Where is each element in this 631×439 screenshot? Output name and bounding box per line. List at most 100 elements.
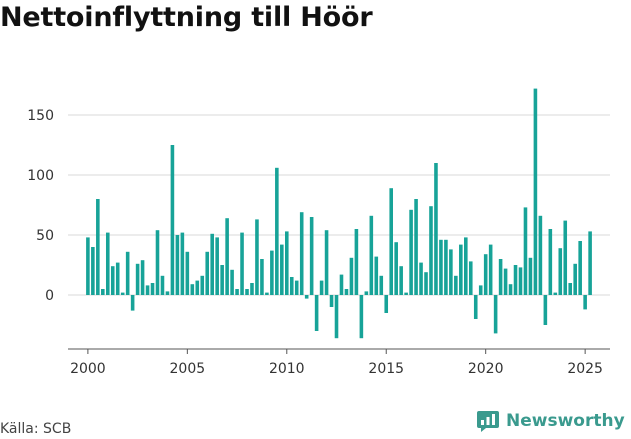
x-tick-label: 2005 (170, 361, 206, 377)
bar (493, 295, 498, 334)
bar (275, 167, 279, 295)
bar (195, 280, 200, 295)
bar (538, 215, 543, 295)
bar (478, 285, 483, 295)
bar (215, 237, 219, 295)
bar (245, 289, 249, 295)
bar (563, 220, 568, 295)
bar (270, 250, 274, 295)
bar (260, 259, 264, 295)
brand-logo[interactable]: Newsworthy (476, 409, 625, 433)
source-note: Källa: SCB (0, 421, 72, 437)
bar (454, 275, 458, 295)
bar (250, 283, 254, 295)
chart-title: Nettoinflyttning till Höör (0, 2, 373, 33)
brand-name: Newsworthy (506, 411, 625, 431)
x-tick-label: 2000 (70, 361, 106, 377)
bar (304, 295, 309, 299)
bar (414, 199, 418, 295)
bar (309, 217, 314, 295)
bar (518, 267, 523, 295)
bar (498, 259, 503, 295)
bar (225, 218, 229, 295)
bar (543, 295, 548, 325)
bar (110, 266, 115, 295)
bar (319, 280, 324, 295)
bar (130, 295, 135, 311)
bar (483, 254, 488, 295)
bar (553, 292, 558, 295)
bar (468, 261, 473, 295)
bar (160, 275, 165, 295)
bar (170, 145, 175, 295)
bar (588, 231, 592, 295)
bar (255, 219, 259, 295)
bar (533, 88, 538, 295)
bar (439, 239, 443, 295)
bar (379, 275, 384, 295)
y-tick-label: 50 (36, 228, 54, 244)
bar (573, 263, 577, 295)
bar (150, 283, 155, 295)
y-tick-labels: 0 50 100 150 (27, 108, 54, 304)
bar (558, 248, 563, 295)
bar (583, 295, 587, 310)
bar (513, 265, 518, 295)
bar (394, 242, 398, 295)
bar (464, 237, 468, 295)
bar (384, 295, 389, 313)
x-tick-labels: 2000 2005 2010 2015 2020 2025 (70, 361, 603, 377)
bar (364, 291, 369, 295)
bar (190, 284, 195, 295)
bar (548, 229, 553, 295)
bar (404, 292, 408, 295)
bar (349, 257, 354, 295)
bar (91, 247, 95, 295)
bar (145, 285, 150, 295)
bar (329, 295, 334, 307)
bar (568, 283, 573, 295)
bar (339, 274, 344, 295)
bar-series (86, 88, 592, 339)
bar (289, 277, 294, 295)
bar (434, 163, 438, 295)
bar (200, 275, 205, 295)
x-tick-label: 2025 (567, 361, 603, 377)
bar (210, 233, 214, 295)
newsworthy-logo-icon (477, 411, 499, 432)
bar (299, 212, 304, 295)
bar (235, 289, 239, 295)
bar (354, 229, 359, 295)
bar (429, 206, 433, 295)
bar (444, 239, 448, 295)
x-tick-label: 2010 (269, 361, 305, 377)
bar (115, 262, 120, 295)
bar (96, 199, 100, 295)
bar (409, 209, 413, 295)
bar (419, 262, 423, 295)
bar (459, 244, 463, 295)
bar (369, 215, 374, 295)
bar (125, 251, 130, 295)
bar (508, 284, 513, 295)
bar (528, 257, 533, 295)
bar (488, 244, 493, 295)
x-tick-label: 2015 (368, 361, 404, 377)
bar (105, 232, 110, 295)
bar (120, 292, 125, 295)
bar (523, 207, 528, 295)
bar (578, 241, 582, 295)
bar (240, 232, 244, 295)
bar (399, 266, 403, 295)
bar (220, 265, 224, 295)
bar (424, 272, 428, 295)
bar (230, 269, 234, 295)
bar (180, 232, 185, 295)
bar (314, 295, 319, 331)
bar (473, 295, 478, 319)
bar (324, 230, 329, 295)
bar (165, 291, 170, 295)
bar (265, 292, 269, 295)
x-axis (68, 348, 610, 354)
bar (503, 268, 508, 295)
